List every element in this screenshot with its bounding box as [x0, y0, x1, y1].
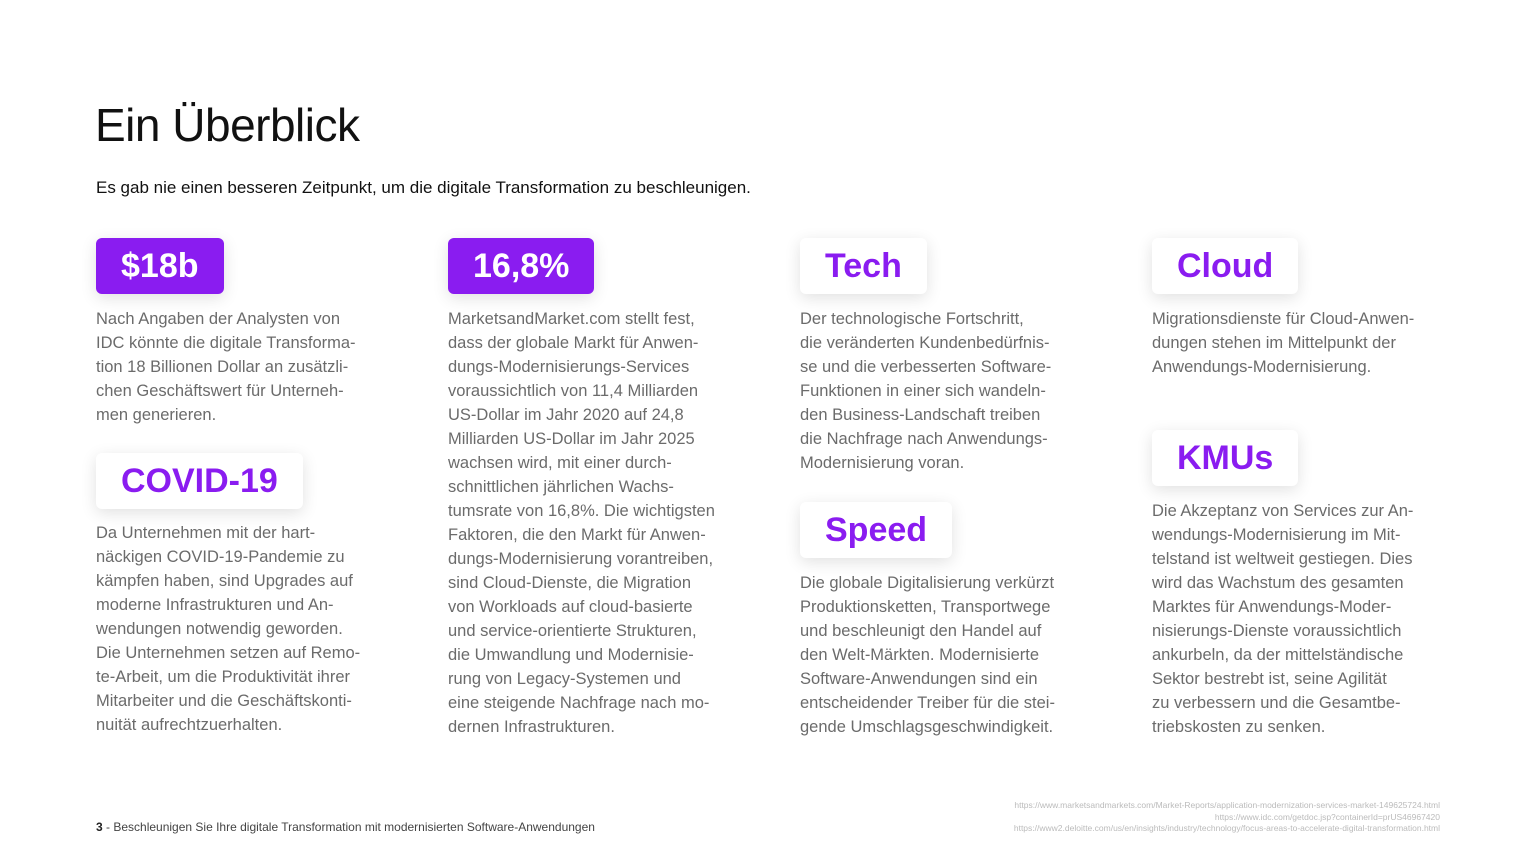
text-line: und beschleunigt den Handel auf — [800, 622, 1042, 640]
text-line: dernen Infrastrukturen. — [448, 718, 615, 736]
text-line: zu verbessern und die Gesamtbe- — [1152, 694, 1401, 712]
text-line: Der technologische Fortschritt, — [800, 310, 1024, 328]
source-link[interactable]: https://www.idc.com/getdoc.jsp?container… — [1214, 811, 1440, 822]
text-line: den Welt-Märkten. Modernisierte — [800, 646, 1040, 664]
text-line: Da Unternehmen mit der hart- — [96, 524, 316, 542]
text-line: wachsen wird, mit einer durch- — [448, 454, 672, 472]
text-line: tion 18 Billionen Dollar an zusätzli- — [96, 358, 349, 376]
page-subtitle: Es gab nie einen besseren Zeitpunkt, um … — [96, 178, 751, 197]
footer-text: - Beschleunigen Sie Ihre digitale Transf… — [102, 820, 595, 834]
text-line: men generieren. — [96, 406, 217, 424]
text-line: gende Umschlagsgeschwindigkeit. — [800, 718, 1054, 736]
text-line: ankurbeln, da der mittelständische — [1152, 646, 1404, 664]
text-line: näckigen COVID-19-Pandemie zu — [96, 548, 345, 566]
text-line: dungs-Modernisierung vorantreiben, — [448, 550, 714, 568]
text-line: MarketsandMarket.com stellt fest, — [448, 310, 695, 328]
text-line: se und die verbesserten Software- — [800, 358, 1052, 376]
badge-kmus: KMUs — [1152, 430, 1299, 486]
text-line: sind Cloud-Dienste, die Migration — [448, 574, 692, 592]
text-line: Anwendungs-Modernisierung. — [1152, 358, 1372, 376]
text-line: Funktionen in einer sich wandeln- — [800, 382, 1046, 400]
text-line: dass der globale Markt für Anwen- — [448, 334, 699, 352]
sources: https://www.marketsandmarkets.com/Market… — [1014, 800, 1440, 835]
text-line: wendungen notwendig geworden. — [96, 620, 343, 638]
text-line: Faktoren, die den Markt für Anwen- — [448, 526, 706, 544]
text-line: Software-Anwendungen sind ein — [800, 670, 1038, 688]
text-line: rung von Legacy-Systemen und — [448, 670, 681, 688]
card-text-18b: Nach Angaben der Analysten von IDC könnte… — [96, 307, 356, 427]
text-line: kämpfen haben, sind Upgrades auf — [96, 572, 353, 590]
text-line: Sektor bestrebt ist, seine Agilität — [1152, 670, 1387, 688]
text-line: US-Dollar im Jahr 2020 auf 24,8 — [448, 406, 684, 424]
text-line: die veränderten Kundenbedürfnis- — [800, 334, 1050, 352]
card-text-covid: Da Unternehmen mit der hart-näckigen COV… — [96, 521, 360, 737]
card-text-kmus: Die Akzeptanz von Services zur An-wendun… — [1152, 499, 1413, 739]
badge-18b: $18b — [96, 238, 224, 294]
text-line: dungen stehen im Mittelpunkt der — [1152, 334, 1396, 352]
text-line: triebskosten zu senken. — [1152, 718, 1326, 736]
text-line: eine steigende Nachfrage nach mo- — [448, 694, 710, 712]
text-line: Marktes für Anwendungs-Moder- — [1152, 598, 1392, 616]
text-line: Modernisierung voran. — [800, 454, 965, 472]
text-line: moderne Infrastrukturen und An- — [96, 596, 334, 614]
text-line: entscheidender Treiber für die stei- — [800, 694, 1055, 712]
text-line: nuität aufrechtzuerhalten. — [96, 716, 283, 734]
text-line: den Business-Landschaft treiben — [800, 406, 1041, 424]
source-link[interactable]: https://www.marketsandmarkets.com/Market… — [1014, 800, 1440, 810]
text-line: Die globale Digitalisierung verkürzt — [800, 574, 1055, 592]
text-line: nisierungs-Dienste voraussichtlich — [1152, 622, 1402, 640]
text-line: wendungs-Modernisierung im Mit- — [1152, 526, 1401, 544]
text-line: wird das Wachstum des gesamten — [1152, 574, 1404, 592]
source-link[interactable]: https://www2.deloitte.com/us/en/insights… — [1013, 823, 1440, 833]
text-line: die Umwandlung und Modernisie- — [448, 646, 694, 664]
text-line: Migrationsdienste für Cloud-Anwen- — [1152, 310, 1415, 328]
text-line: schnittlichen jährlichen Wachs- — [448, 478, 674, 496]
text-line: tumsrate von 16,8%. Die wichtigsten — [448, 502, 715, 520]
badge-speed: Speed — [800, 502, 953, 558]
text-line: und service-orientierte Strukturen, — [448, 622, 697, 640]
text-line: Nach Angaben der Analysten von — [96, 310, 341, 328]
footer: 3 - Beschleunigen Sie Ihre digitale Tran… — [96, 820, 595, 834]
text-line: Die Unternehmen setzen auf Remo- — [96, 644, 361, 662]
card-text-speed: Die globale Digitalisierung verkürzt Prod… — [800, 571, 1055, 739]
text-line: IDC könnte die digitale Transforma- — [96, 334, 356, 352]
text-line: Milliarden US-Dollar im Jahr 2025 — [448, 430, 695, 448]
text-line: chen Geschäftswert für Unterneh- — [96, 382, 344, 400]
card-text-growth-rate: MarketsandMarket.com stellt fest, dass de… — [448, 307, 715, 739]
text-line: te-Arbeit, um die Produktivität ihrer — [96, 668, 351, 686]
text-line: von Workloads auf cloud-basierte — [448, 598, 693, 616]
text-line: telstand ist weltweit gestiegen. Dies — [1152, 550, 1413, 568]
card-text-tech: Der technologische Fortschritt, die verän… — [800, 307, 1051, 475]
text-line: Die Akzeptanz von Services zur An- — [1152, 502, 1414, 520]
page-number: 3 — [96, 820, 103, 834]
card-text-cloud: Migrationsdienste für Cloud-Anwen-dungen… — [1152, 307, 1414, 379]
text-line: die Nachfrage nach Anwendungs- — [800, 430, 1048, 448]
badge-cloud: Cloud — [1152, 238, 1299, 294]
text-line: dungs-Modernisierungs-Services — [448, 358, 690, 376]
badge-growth-rate: 16,8% — [448, 238, 595, 294]
badge-covid: COVID-19 — [96, 453, 303, 509]
text-line: voraussichtlich von 11,4 Milliarden — [448, 382, 699, 400]
badge-tech: Tech — [800, 238, 927, 294]
page-title: Ein Überblick — [95, 99, 360, 151]
text-line: Produktionsketten, Transportwege — [800, 598, 1051, 616]
text-line: Mitarbeiter und die Geschäftskonti- — [96, 692, 352, 710]
